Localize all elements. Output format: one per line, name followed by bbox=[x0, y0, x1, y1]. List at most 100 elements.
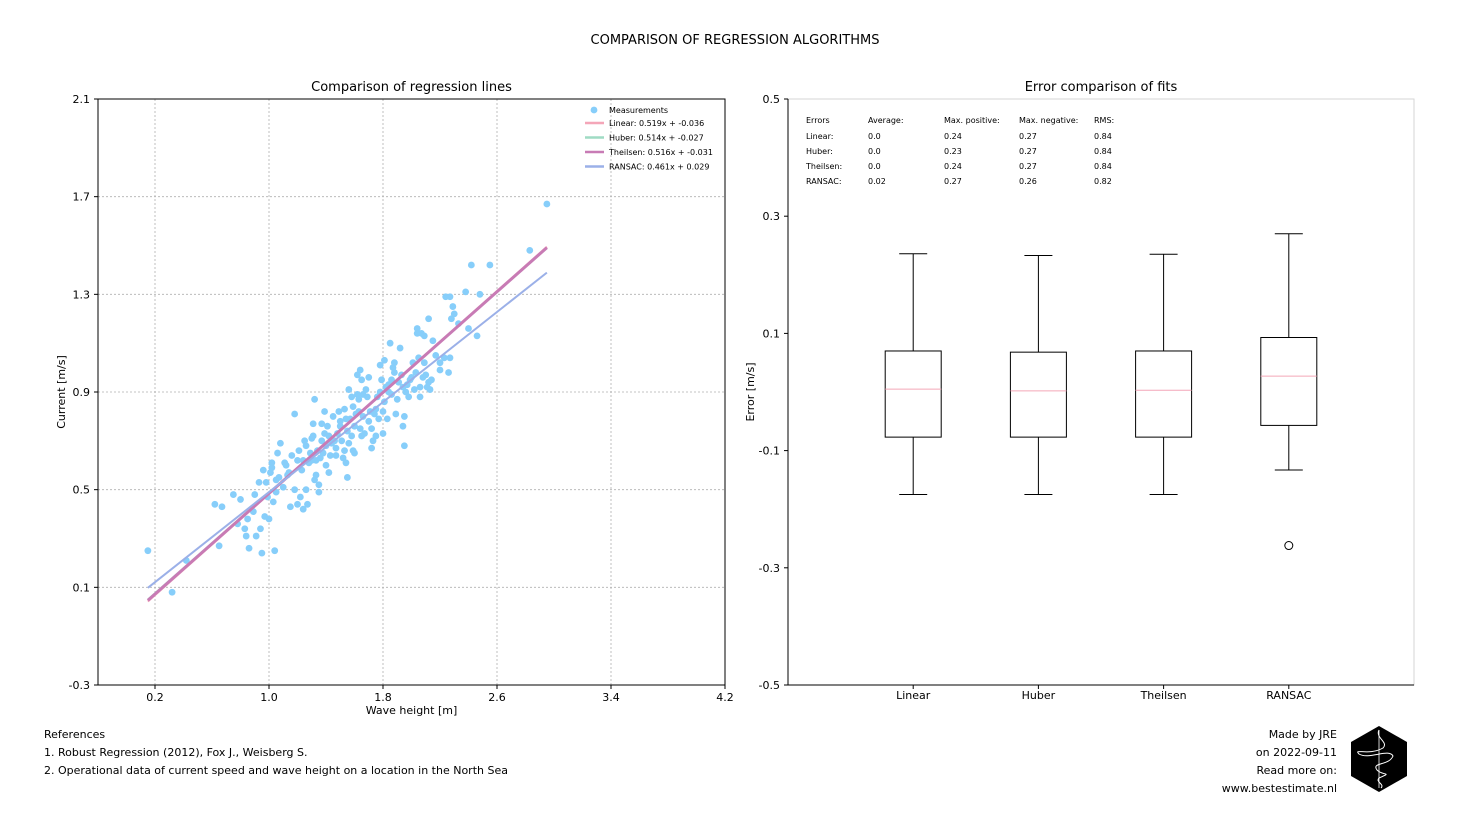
date-text: on 2022-09-11 bbox=[1255, 746, 1337, 759]
bestestimate-logo-icon bbox=[1351, 726, 1407, 792]
y-tick-label: 0.1 bbox=[763, 327, 781, 340]
scatter-point bbox=[467, 261, 475, 269]
scatter-point bbox=[358, 376, 366, 384]
scatter-point bbox=[326, 452, 334, 459]
y-tick-label: 2.1 bbox=[73, 93, 91, 106]
table-cell: 0.0 bbox=[868, 147, 881, 156]
scatter-point bbox=[309, 420, 317, 428]
table-header: Average: bbox=[868, 116, 904, 125]
x-axis-label: Wave height [m] bbox=[366, 704, 458, 717]
scatter-point bbox=[312, 471, 320, 479]
scatter-point bbox=[399, 422, 407, 430]
scatter-point bbox=[268, 459, 276, 467]
scatter-point bbox=[365, 417, 373, 425]
scatter-point bbox=[342, 459, 350, 467]
scatter-point bbox=[348, 432, 356, 440]
left-chart-title: Comparison of regression lines bbox=[311, 80, 512, 95]
references: References 1. Robust Regression (2012), … bbox=[44, 726, 508, 780]
box-iqr bbox=[884, 350, 942, 438]
table-cell: Huber: bbox=[806, 147, 833, 156]
table-cell: 0.24 bbox=[944, 162, 962, 171]
table-cell: 0.23 bbox=[944, 147, 962, 156]
x-tick-label: RANSAC bbox=[1266, 689, 1311, 702]
x-tick-label: 2.6 bbox=[488, 691, 506, 704]
scatter-point bbox=[295, 447, 303, 454]
scatter-point bbox=[336, 417, 344, 425]
scatter-point bbox=[465, 325, 472, 332]
scatter-point bbox=[341, 447, 348, 454]
regression-line bbox=[147, 271, 548, 589]
scatter-point bbox=[426, 386, 434, 393]
made-by-text: Made by JRE bbox=[1268, 728, 1337, 741]
scatter-point bbox=[462, 288, 470, 296]
scatter-point bbox=[368, 425, 375, 433]
scatter-point bbox=[332, 444, 340, 452]
box-iqr bbox=[1135, 350, 1193, 438]
scatter-point bbox=[245, 544, 253, 552]
scatter-point bbox=[361, 430, 368, 437]
scatter-point bbox=[229, 491, 237, 498]
scatter-point bbox=[381, 356, 388, 364]
scatter-point bbox=[322, 461, 330, 469]
scatter-point bbox=[332, 452, 340, 459]
scatter-point bbox=[379, 430, 387, 437]
y-tick-label: 0.1 bbox=[73, 581, 91, 594]
read-more-text: Read more on: bbox=[1256, 764, 1337, 777]
table-cell: 0.82 bbox=[1094, 177, 1112, 186]
scatter-point bbox=[400, 442, 408, 450]
scatter-point bbox=[372, 432, 380, 440]
scatter-point bbox=[392, 410, 400, 418]
scatter-point bbox=[255, 478, 263, 486]
scatter-point bbox=[286, 503, 294, 511]
x-tick-label: Linear bbox=[896, 689, 931, 702]
scatter-point bbox=[526, 246, 534, 254]
scatter-point bbox=[386, 339, 394, 347]
scatter-point bbox=[351, 449, 358, 457]
scatter-point bbox=[450, 310, 458, 318]
scatter-point bbox=[268, 464, 276, 472]
table-cell: 0.27 bbox=[944, 177, 962, 186]
scatter-point bbox=[241, 525, 249, 533]
table-cell: 0.84 bbox=[1094, 132, 1112, 141]
scatter-point bbox=[211, 500, 219, 508]
scatter-point bbox=[277, 439, 284, 447]
scatter-point bbox=[476, 290, 484, 298]
scatter-point bbox=[291, 410, 299, 418]
scatter-point bbox=[315, 481, 323, 489]
y-tick-label: 0.3 bbox=[763, 210, 781, 223]
scatter-point bbox=[379, 408, 387, 415]
box-iqr bbox=[1009, 351, 1067, 438]
scatter-point bbox=[413, 325, 421, 332]
scatter-point bbox=[294, 500, 301, 508]
scatter-point bbox=[237, 496, 244, 503]
scatter-point bbox=[144, 547, 152, 555]
website-link[interactable]: www.bestestimate.nl bbox=[1221, 782, 1337, 795]
scatter-point bbox=[265, 515, 273, 523]
scatter-point bbox=[258, 549, 266, 557]
scatter-point bbox=[363, 393, 371, 401]
scatter-point bbox=[393, 395, 401, 403]
scatter-point bbox=[446, 354, 454, 362]
x-tick-label: 3.4 bbox=[602, 691, 620, 704]
scatter-point bbox=[416, 393, 424, 401]
scatter-point bbox=[376, 361, 384, 369]
y-tick-label: 0.9 bbox=[73, 386, 91, 399]
scatter-point bbox=[299, 505, 307, 513]
y-tick-label: -0.3 bbox=[69, 679, 90, 692]
table-cell: 0.27 bbox=[1019, 132, 1037, 141]
figure-title: COMPARISON OF REGRESSION ALGORITHMS bbox=[590, 33, 880, 48]
y-tick-label: 0.5 bbox=[763, 93, 781, 106]
credits: Made by JRE on 2022-09-11 Read more on: … bbox=[1222, 726, 1337, 798]
table-cell: 0.84 bbox=[1094, 147, 1112, 156]
box-iqr bbox=[1260, 337, 1318, 426]
left-axes-frame bbox=[97, 98, 726, 686]
scatter-point bbox=[396, 344, 404, 352]
table-cell: 0.0 bbox=[868, 132, 881, 141]
scatter-point bbox=[309, 432, 317, 440]
scatter-point bbox=[244, 515, 252, 523]
scatter-point bbox=[345, 386, 353, 393]
scatter-point bbox=[341, 405, 348, 413]
scatter-point bbox=[257, 525, 264, 533]
scatter-point bbox=[271, 547, 279, 555]
